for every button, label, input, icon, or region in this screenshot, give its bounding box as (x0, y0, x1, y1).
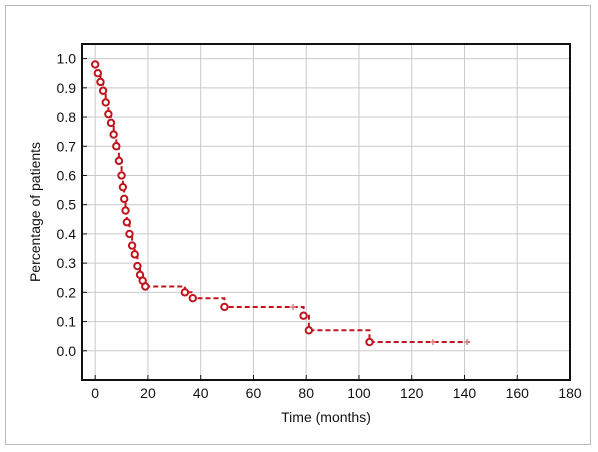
event-marker (106, 118, 116, 128)
event-marker (93, 69, 103, 78)
survival-curve (90, 60, 471, 347)
event-marker (365, 337, 374, 347)
x-tick-label: 180 (558, 385, 582, 401)
event-marker (130, 250, 139, 259)
y-tick-label: 0.4 (57, 226, 77, 242)
event-marker (101, 98, 110, 107)
event-marker (220, 302, 229, 312)
event-marker (127, 241, 137, 250)
grid (82, 44, 570, 380)
x-tick-label: 160 (506, 385, 530, 401)
event-marker (112, 142, 121, 151)
x-tick-label: 60 (246, 385, 262, 401)
x-axis-title: Time (months) (281, 409, 371, 425)
y-tick-label: 0.8 (57, 109, 77, 125)
y-tick-label: 0.1 (57, 314, 77, 330)
x-tick-label: 20 (140, 385, 156, 401)
event-marker (180, 288, 190, 297)
event-marker (141, 282, 150, 291)
x-tick-label: 80 (298, 385, 314, 401)
y-tick-label: 0.2 (57, 284, 77, 300)
x-tick-label: 140 (453, 385, 477, 401)
censored-marker (290, 303, 297, 310)
y-tick-label: 1.0 (57, 51, 77, 67)
event-marker (120, 194, 129, 204)
censored-marker (464, 339, 471, 346)
event-marker (133, 261, 142, 271)
event-marker (117, 171, 126, 180)
plot-background (82, 44, 570, 380)
y-tick-label: 0.5 (57, 197, 77, 213)
y-tick-label: 0.0 (57, 343, 77, 359)
event-marker (98, 86, 108, 95)
y-tick-label: 0.6 (57, 167, 77, 183)
x-tick-label: 40 (193, 385, 209, 401)
event-marker (121, 206, 130, 215)
event-marker (304, 326, 314, 335)
plot-border (81, 43, 571, 381)
x-tick-label: 100 (347, 385, 371, 401)
event-marker (109, 130, 118, 139)
axis-ticks: 0 20 40 60 80 100 120 140 160 180 0.0 0.1 0.2 0.3 0.4 0… (57, 51, 582, 401)
event-marker (118, 182, 128, 192)
x-tick-label: 0 (91, 385, 99, 401)
event-marker (299, 311, 308, 320)
event-marker (104, 109, 113, 119)
censored-marker (429, 339, 436, 346)
event-marker (114, 156, 124, 166)
y-axis-title: Percentage of patients (27, 142, 43, 282)
y-tick-label: 0.3 (57, 255, 77, 271)
event-marker (122, 218, 132, 227)
event-marker (188, 293, 197, 303)
y-tick-label: 0.9 (57, 80, 77, 96)
event-marker (96, 77, 105, 87)
event-marker (90, 60, 100, 69)
x-tick-label: 120 (400, 385, 424, 401)
event-marker (125, 229, 134, 239)
y-tick-label: 0.7 (57, 138, 77, 154)
